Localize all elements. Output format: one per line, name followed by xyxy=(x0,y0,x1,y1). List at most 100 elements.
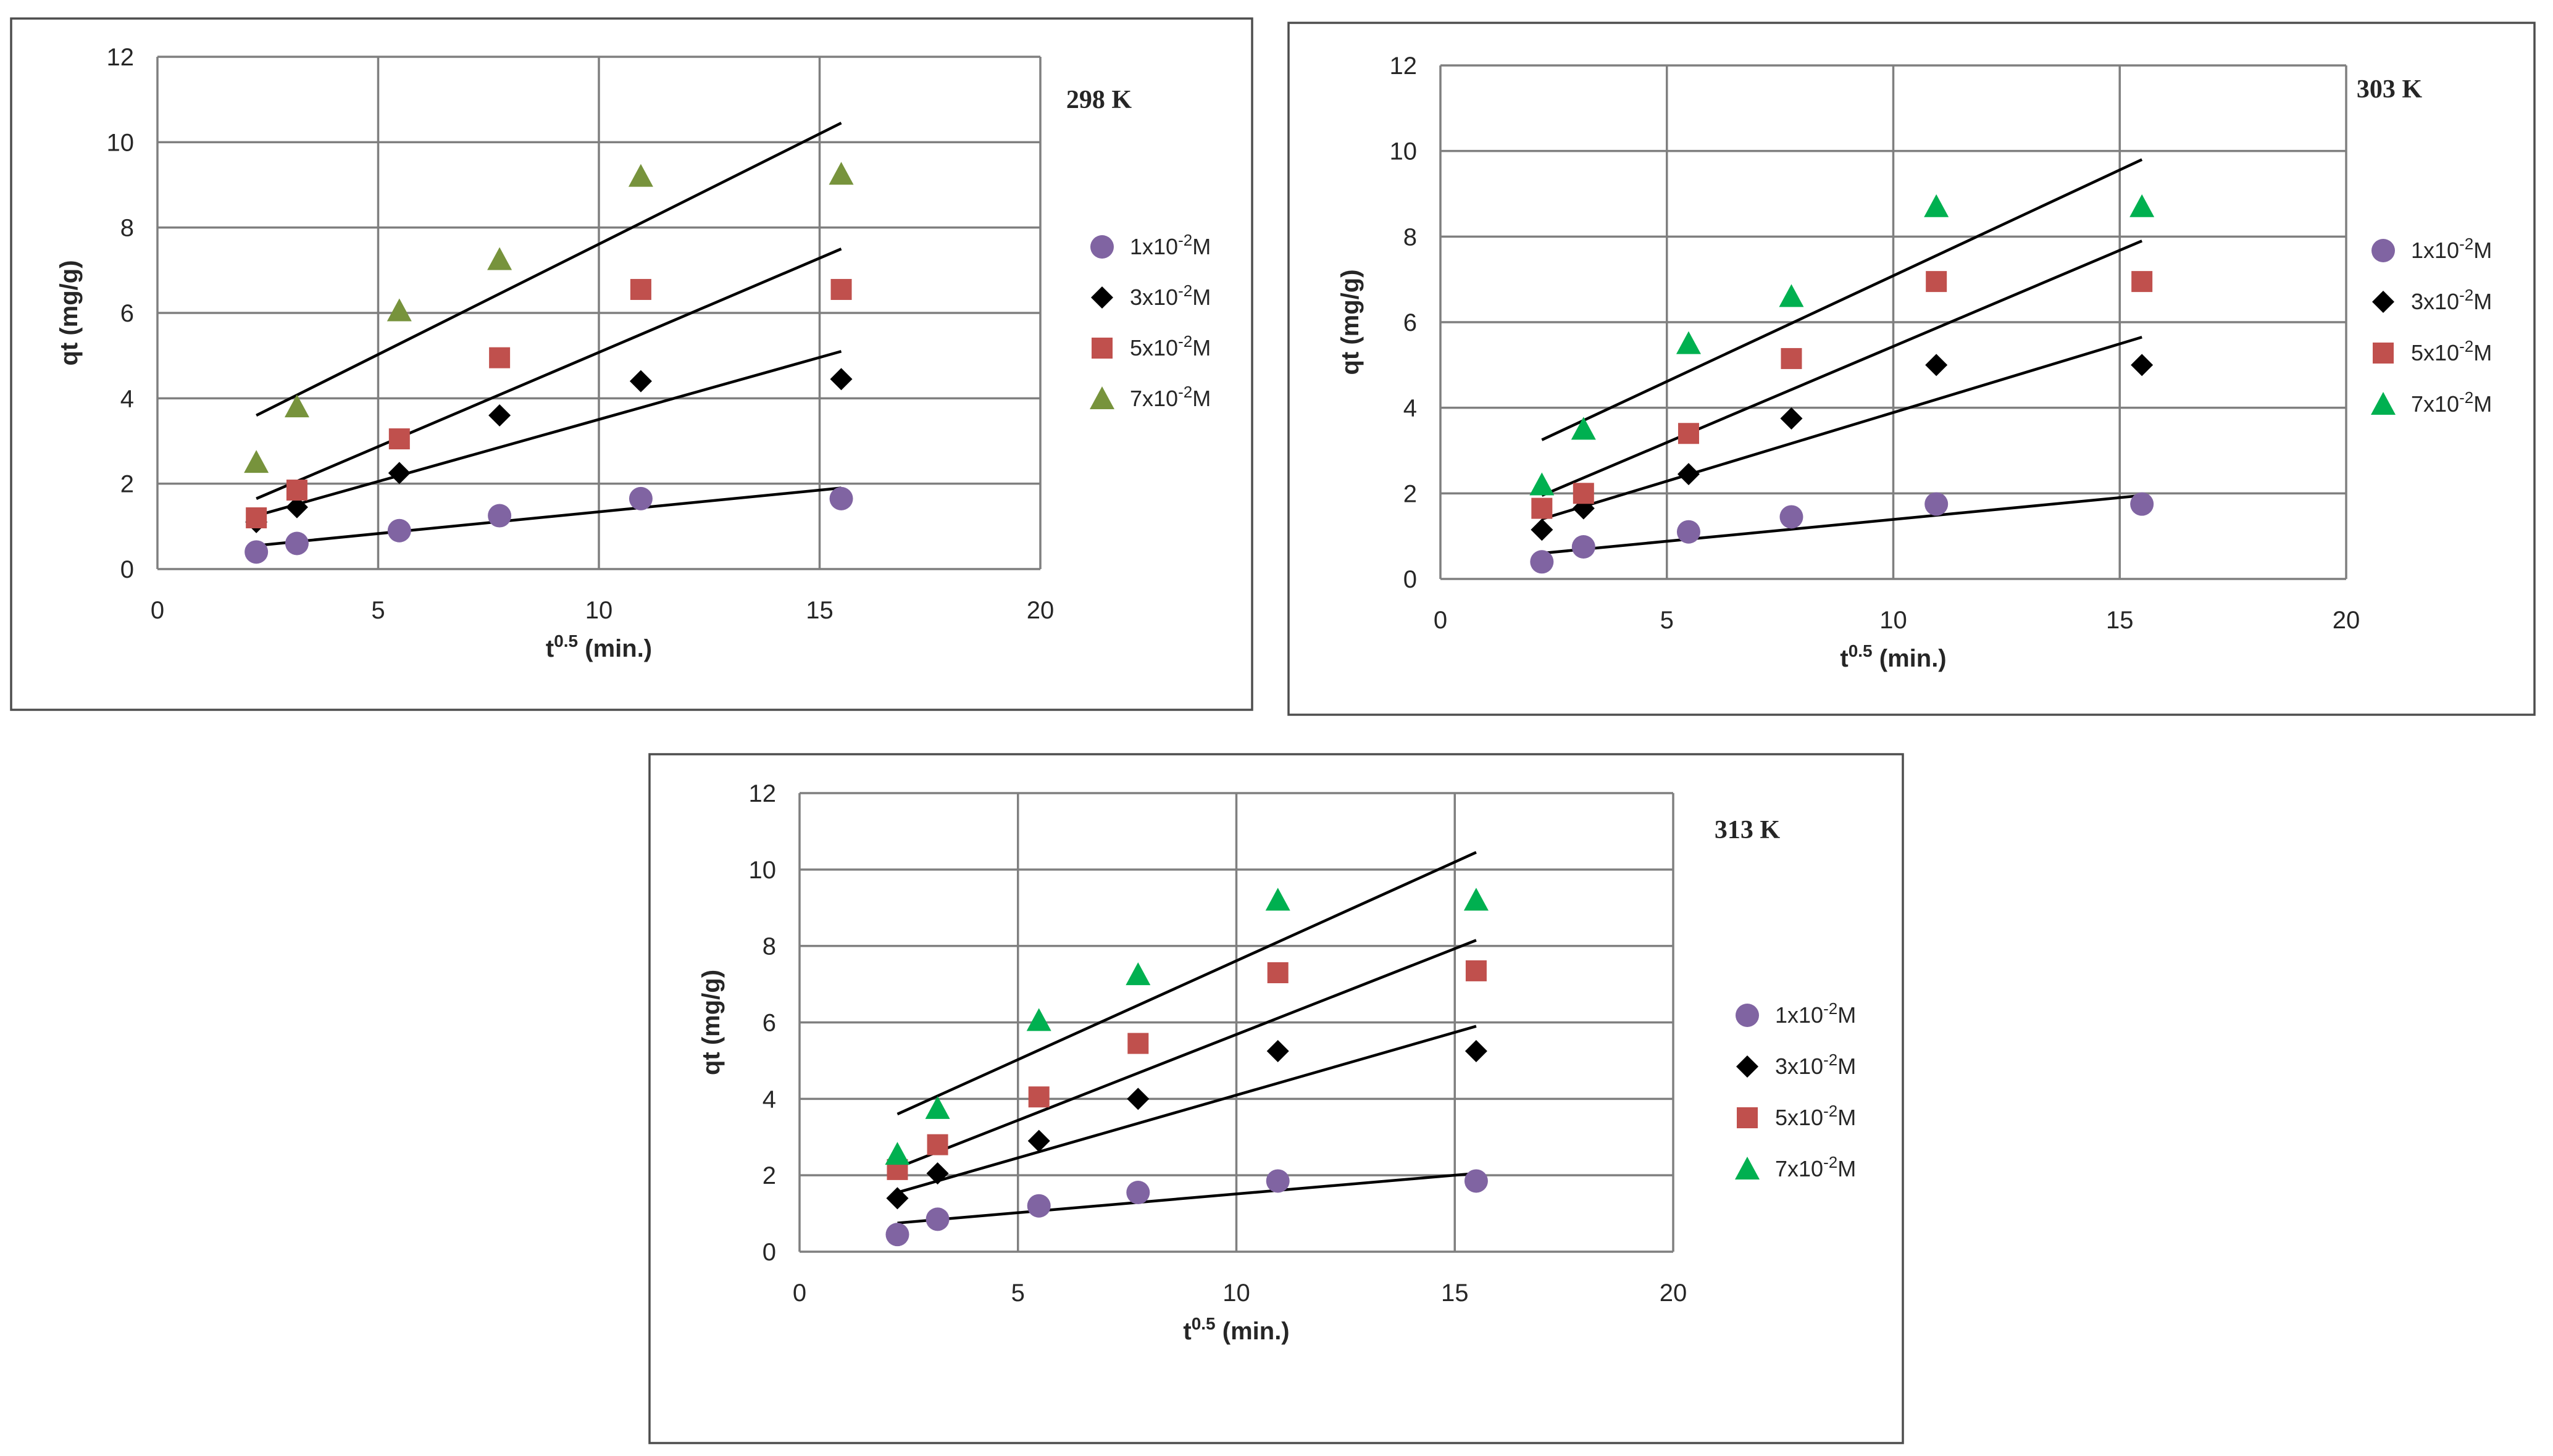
series-circle xyxy=(885,1169,1488,1247)
series-circle xyxy=(1530,492,2154,574)
legend-label: 5x10-2M xyxy=(1775,1102,1856,1130)
x-tick-label: 0 xyxy=(1434,607,1447,634)
y-tick-label: 10 xyxy=(749,857,777,884)
data-point xyxy=(2130,492,2154,516)
data-point xyxy=(285,496,308,518)
trend-line xyxy=(1541,158,2143,441)
legend-marker xyxy=(1090,235,1114,259)
data-point xyxy=(885,1223,909,1247)
data-point xyxy=(830,368,853,391)
data-point xyxy=(285,531,309,555)
legend-label: 7x10-2M xyxy=(1775,1153,1856,1181)
trend-line xyxy=(256,486,842,547)
data-point xyxy=(1925,354,1948,376)
chart-panel-3: 0 2 4 6 8 10 12 0 5 10 15 20 t0.5 (min.) qt (mg/g) 313… xyxy=(648,753,1904,1444)
data-point xyxy=(488,504,512,528)
data-point xyxy=(1464,1169,1488,1193)
data-point xyxy=(630,278,651,300)
x-axis-label: t0.5 (min.) xyxy=(546,631,652,662)
data-point xyxy=(2131,354,2154,376)
data-point xyxy=(1677,463,1700,486)
y-tick-label: 10 xyxy=(1390,138,1418,165)
y-tick-label: 2 xyxy=(763,1162,776,1189)
data-point xyxy=(629,486,653,510)
y-tick-label: 12 xyxy=(749,780,777,807)
y-tick-label: 2 xyxy=(120,471,134,498)
y-axis-label: qt (mg/g) xyxy=(56,260,83,365)
y-tick-label: 4 xyxy=(120,385,134,412)
data-point xyxy=(1465,1039,1487,1062)
data-point xyxy=(1926,271,1947,293)
data-point xyxy=(629,370,652,393)
y-tick-label: 4 xyxy=(1403,395,1417,422)
data-point xyxy=(1780,407,1803,430)
data-point xyxy=(1779,505,1803,529)
data-point xyxy=(244,450,269,473)
trend-line xyxy=(1541,239,2143,497)
y-tick-label: 6 xyxy=(763,1010,776,1037)
data-point xyxy=(487,247,512,270)
data-point xyxy=(1571,535,1595,559)
trend-line xyxy=(256,248,842,500)
data-point xyxy=(246,507,267,528)
legend-marker xyxy=(2371,392,2396,415)
data-point xyxy=(1924,492,1949,516)
data-point xyxy=(286,480,307,501)
trend-line xyxy=(896,1025,1477,1194)
series-square xyxy=(887,939,1487,1180)
data-point xyxy=(2129,194,2155,217)
data-point xyxy=(926,1207,950,1231)
chart-panel-1: 0 2 4 6 8 10 12 0 5 10 15 20 t0.5 (min.) qt (mg/g) 298… xyxy=(10,17,1253,711)
y-tick-label: 0 xyxy=(120,556,134,583)
data-point xyxy=(1924,194,1949,217)
chart-title: 303 K xyxy=(2357,75,2423,104)
chart-frame xyxy=(10,17,1253,711)
data-point xyxy=(1266,1039,1289,1062)
legend-marker xyxy=(1735,1157,1760,1179)
x-tick-label: 5 xyxy=(1011,1279,1025,1307)
data-point xyxy=(1779,284,1804,307)
trend-line xyxy=(1542,494,2142,555)
legend-label: 1x10-2M xyxy=(1775,999,1856,1028)
x-axis-label: t0.5 (min.) xyxy=(1183,1314,1289,1345)
data-point xyxy=(1465,960,1487,981)
legend-marker xyxy=(1736,1004,1759,1027)
data-point xyxy=(488,404,511,426)
series-triangle xyxy=(885,851,1489,1165)
data-point xyxy=(829,486,853,510)
legend-marker xyxy=(1736,1055,1758,1078)
y-axis-label: qt (mg/g) xyxy=(1337,269,1364,375)
legend-marker xyxy=(2371,239,2395,262)
y-tick-label: 8 xyxy=(120,215,134,242)
data-point xyxy=(1127,1088,1150,1110)
x-tick-label: 10 xyxy=(1879,607,1907,634)
data-point xyxy=(284,394,309,418)
x-tick-label: 20 xyxy=(1660,1279,1687,1307)
trend-line xyxy=(1541,336,2142,521)
x-tick-label: 10 xyxy=(585,597,613,624)
x-tick-label: 0 xyxy=(793,1279,806,1307)
legend-label: 7x10-2M xyxy=(1130,383,1211,411)
y-tick-label: 4 xyxy=(763,1086,776,1113)
legend-label: 3x10-2M xyxy=(2411,286,2492,314)
data-point xyxy=(1267,962,1289,984)
data-point xyxy=(886,1187,909,1210)
data-point xyxy=(1531,518,1553,541)
series-square xyxy=(246,248,852,528)
x-tick-label: 20 xyxy=(1027,597,1055,624)
data-point xyxy=(489,347,511,368)
y-tick-label: 12 xyxy=(1390,52,1418,80)
legend-label: 3x10-2M xyxy=(1775,1050,1856,1079)
data-point xyxy=(1678,423,1699,444)
x-axis-label: t0.5 (min.) xyxy=(1840,641,1946,672)
x-tick-label: 15 xyxy=(806,597,834,624)
y-tick-label: 0 xyxy=(1403,566,1417,593)
data-point xyxy=(829,162,854,185)
x-tick-label: 20 xyxy=(2333,607,2360,634)
y-tick-label: 12 xyxy=(107,44,135,71)
data-point xyxy=(1027,1129,1050,1152)
y-tick-label: 6 xyxy=(1403,309,1417,336)
data-point xyxy=(1127,1033,1149,1054)
series-circle xyxy=(244,486,853,564)
